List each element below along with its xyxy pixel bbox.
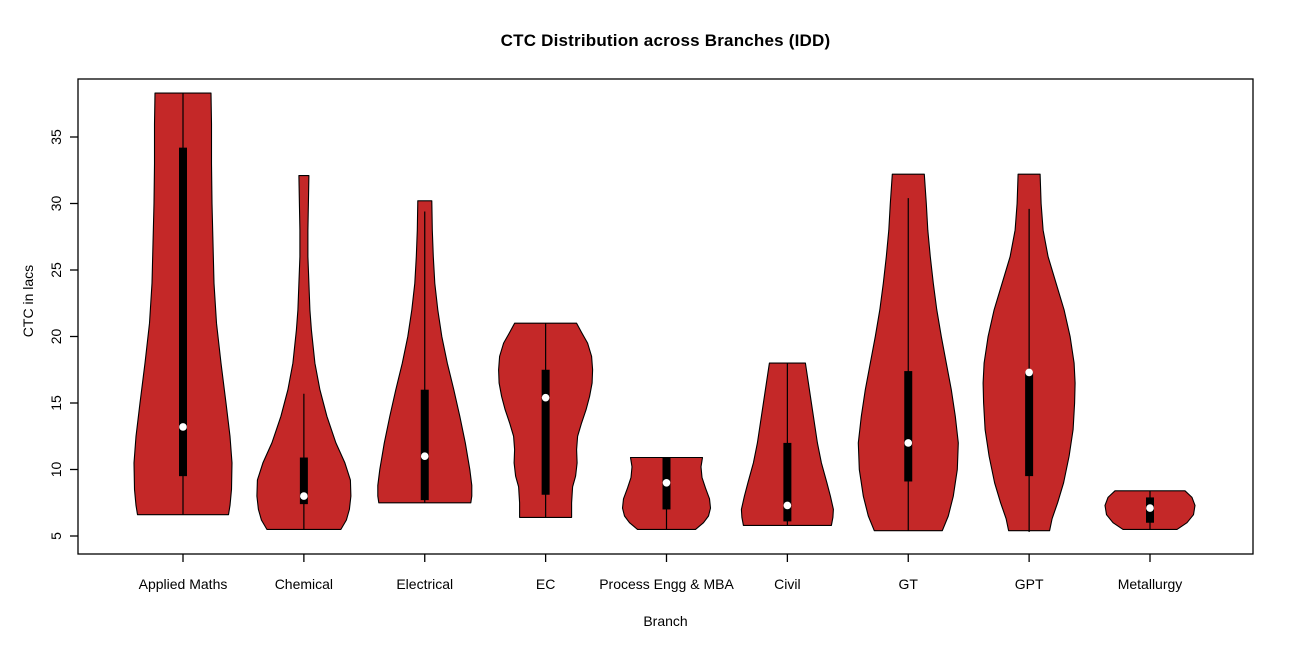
x-tick-label-gpt: GPT [1015,576,1044,592]
x-tick-label-ec: EC [536,576,555,592]
iqr-box-gt [904,371,913,482]
y-tick-label-20: 20 [48,329,64,345]
y-tick-label-10: 10 [48,462,64,478]
x-tick-label-civil: Civil [774,576,800,592]
x-tick-label-metallurgy: Metallurgy [1118,576,1183,592]
median-dot-gpt [1025,368,1033,377]
iqr-box-civil [783,442,792,522]
x-tick-label-chemical: Chemical [275,576,333,592]
median-dot-chemical [300,492,308,500]
median-dot-ec [541,393,550,402]
x-tick-label-process-engg-mba: Process Engg & MBA [599,576,734,592]
median-dot-metallurgy [1146,504,1154,512]
y-tick-label-30: 30 [48,196,64,212]
median-dot-applied-maths [179,423,187,431]
y-tick-label-5: 5 [48,532,64,540]
median-dot-civil [783,501,792,510]
plot-border [77,78,1254,555]
iqr-box-gpt [1025,372,1034,477]
x-tick-label-electrical: Electrical [396,576,453,592]
median-dot-electrical [420,452,429,461]
y-tick-label-35: 35 [48,129,64,145]
iqr-box-ec [541,369,550,495]
median-dot-gt [904,439,913,447]
chart-title: CTC Distribution across Branches (IDD) [500,31,831,50]
median-dot-process-engg-mba [662,479,671,487]
y-tick-label-25: 25 [48,262,64,278]
x-tick-label-applied-maths: Applied Maths [139,576,228,592]
x-tick-label-gt: GT [899,576,919,592]
violin-chemical [256,175,352,530]
x-axis-label: Branch [643,613,688,629]
y-tick-label-15: 15 [48,395,64,411]
iqr-box-electrical [420,389,429,501]
iqr-box-applied-maths [179,147,187,477]
iqr-box-chemical [299,457,308,505]
